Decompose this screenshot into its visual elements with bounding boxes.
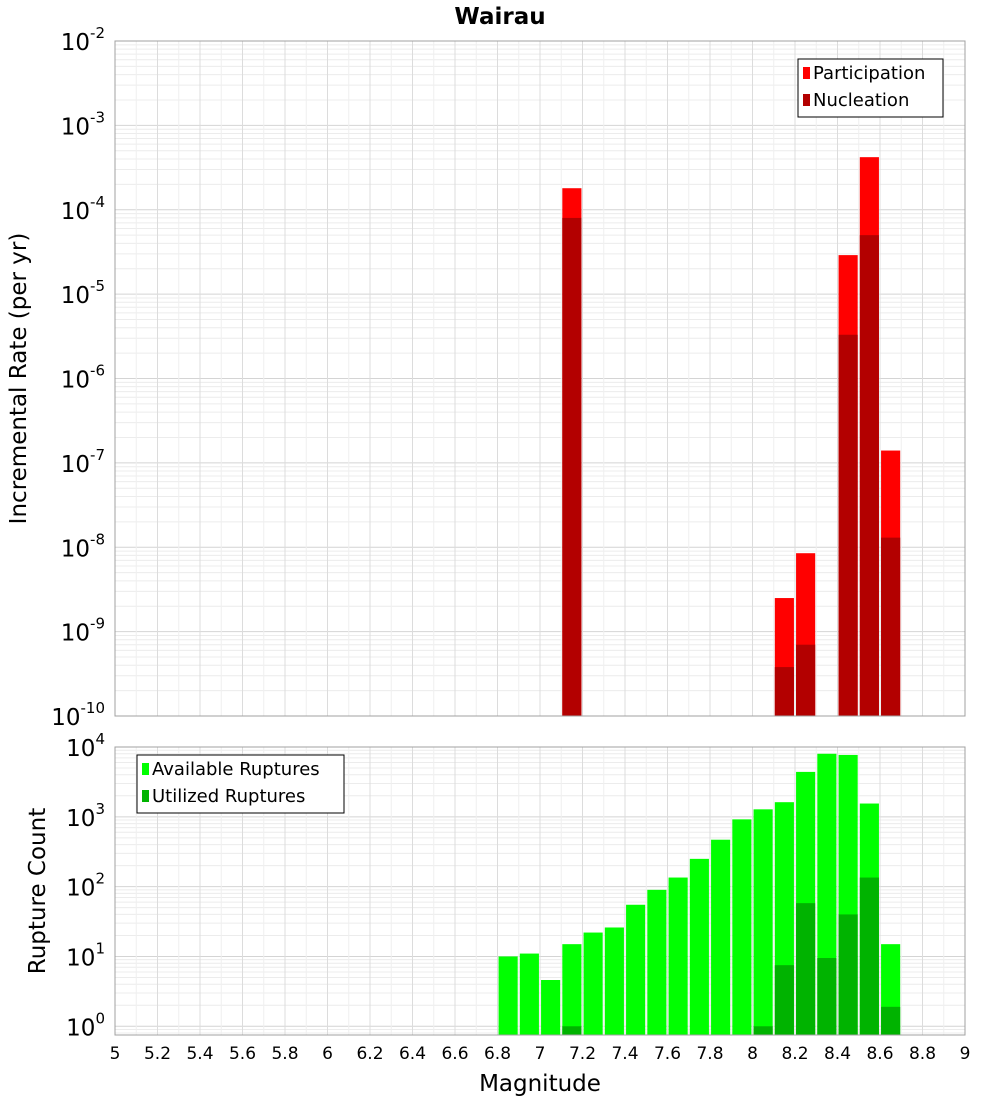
x-tick-label: 7.6 [654, 1044, 681, 1064]
bar-available-ruptures [498, 956, 518, 1035]
x-tick-label: 6.2 [356, 1044, 383, 1064]
y-tick-label: 10-3 [61, 108, 105, 140]
y-tick-label: 10-6 [61, 362, 105, 394]
y-tick-label: 102 [66, 870, 105, 902]
bar-nucleation [838, 334, 858, 716]
y-tick-label: 10-9 [61, 615, 105, 647]
y-axis-title: Rupture Count [25, 808, 51, 974]
chart-title: Wairau [454, 4, 545, 30]
x-tick-label: 5 [110, 1044, 121, 1064]
x-tick-label: 6.8 [484, 1044, 511, 1064]
y-tick-label: 10-8 [61, 530, 105, 562]
y-tick-label: 10-10 [51, 699, 105, 731]
legend-label: Participation [813, 63, 925, 84]
legend-label: Utilized Ruptures [152, 786, 305, 807]
bar-nucleation [796, 644, 816, 716]
y-tick-label: 103 [66, 800, 105, 832]
x-tick-label: 5.2 [144, 1044, 171, 1064]
bar-utilized-ruptures [881, 1006, 901, 1035]
x-tick-label: 6.6 [441, 1044, 468, 1064]
bar-utilized-ruptures [838, 914, 858, 1035]
bar-available-ruptures [583, 932, 603, 1035]
bar-nucleation [881, 537, 901, 716]
y-tick-label: 10-4 [61, 193, 105, 225]
y-tick-label: 10-5 [61, 277, 105, 309]
legend-swatch [803, 67, 810, 79]
panel-1: 10-10 10-9 10-8 10-7 10-6 10-5 10-4 10-3 10-2 Inc… [6, 24, 966, 731]
legend-box [797, 58, 944, 118]
x-tick-label: 5.6 [229, 1044, 256, 1064]
x-axis-title: Magnitude [479, 1071, 601, 1097]
panel-2: 100 101 102 103 104 5 5.2 5.4 5.6 5.8 6 6.2 6.4 6.6 6.… [25, 730, 970, 1097]
legend-swatch [142, 763, 149, 775]
bar-available-ruptures [647, 889, 667, 1035]
bar-available-ruptures [562, 944, 582, 1035]
bar-available-ruptures [541, 980, 561, 1035]
bar-utilized-ruptures [817, 958, 837, 1035]
x-tick-label: 9 [960, 1044, 971, 1064]
x-tick-label: 7.2 [569, 1044, 596, 1064]
bar-available-ruptures [732, 819, 752, 1035]
bar-utilized-ruptures [753, 1026, 773, 1035]
bar-nucleation [774, 667, 794, 716]
x-tick-label: 6.4 [399, 1044, 426, 1064]
bar-utilized-ruptures [562, 1026, 582, 1035]
legend: Available Ruptures Utilized Ruptures [136, 754, 345, 814]
plot-border [114, 40, 966, 717]
bar-available-ruptures [689, 858, 709, 1035]
bar-available-ruptures [711, 839, 731, 1035]
y-tick-label: 10-2 [61, 24, 105, 56]
legend: Participation Nucleation [797, 58, 944, 118]
x-tick-label: 8.2 [781, 1044, 808, 1064]
bar-available-ruptures [753, 809, 773, 1035]
bar-utilized-ruptures [796, 903, 816, 1035]
x-tick-label: 7 [535, 1044, 546, 1064]
y-tick-label: 10-7 [61, 446, 105, 478]
x-tick-label: 7.8 [696, 1044, 723, 1064]
bar-available-ruptures [519, 953, 539, 1035]
bar-available-ruptures [626, 904, 646, 1035]
x-tick-label: 8.8 [909, 1044, 936, 1064]
bar-nucleation [859, 235, 879, 716]
x-tick-label: 7.4 [611, 1044, 638, 1064]
bar-available-ruptures [604, 927, 624, 1035]
bar-utilized-ruptures [859, 877, 879, 1035]
bar-utilized-ruptures [774, 965, 794, 1035]
x-tick-label: 6 [322, 1044, 333, 1064]
legend-label: Available Ruptures [152, 759, 320, 780]
plot-border [114, 746, 966, 1036]
bar-nucleation [562, 217, 582, 716]
x-tick-label: 8 [747, 1044, 758, 1064]
x-tick-label: 8.6 [866, 1044, 893, 1064]
y-tick-label: 101 [66, 939, 105, 971]
legend-swatch [803, 94, 810, 106]
y-tick-label: 104 [66, 730, 105, 762]
legend-label: Nucleation [813, 90, 909, 111]
y-tick-label: 100 [66, 1009, 105, 1041]
x-tick-label: 8.4 [824, 1044, 851, 1064]
x-tick-label: 5.4 [186, 1044, 213, 1064]
y-axis-title: Incremental Rate (per yr) [6, 233, 32, 525]
legend-swatch [142, 790, 149, 802]
x-tick-label: 5.8 [271, 1044, 298, 1064]
legend-box [136, 754, 345, 814]
bar-available-ruptures [668, 877, 688, 1035]
